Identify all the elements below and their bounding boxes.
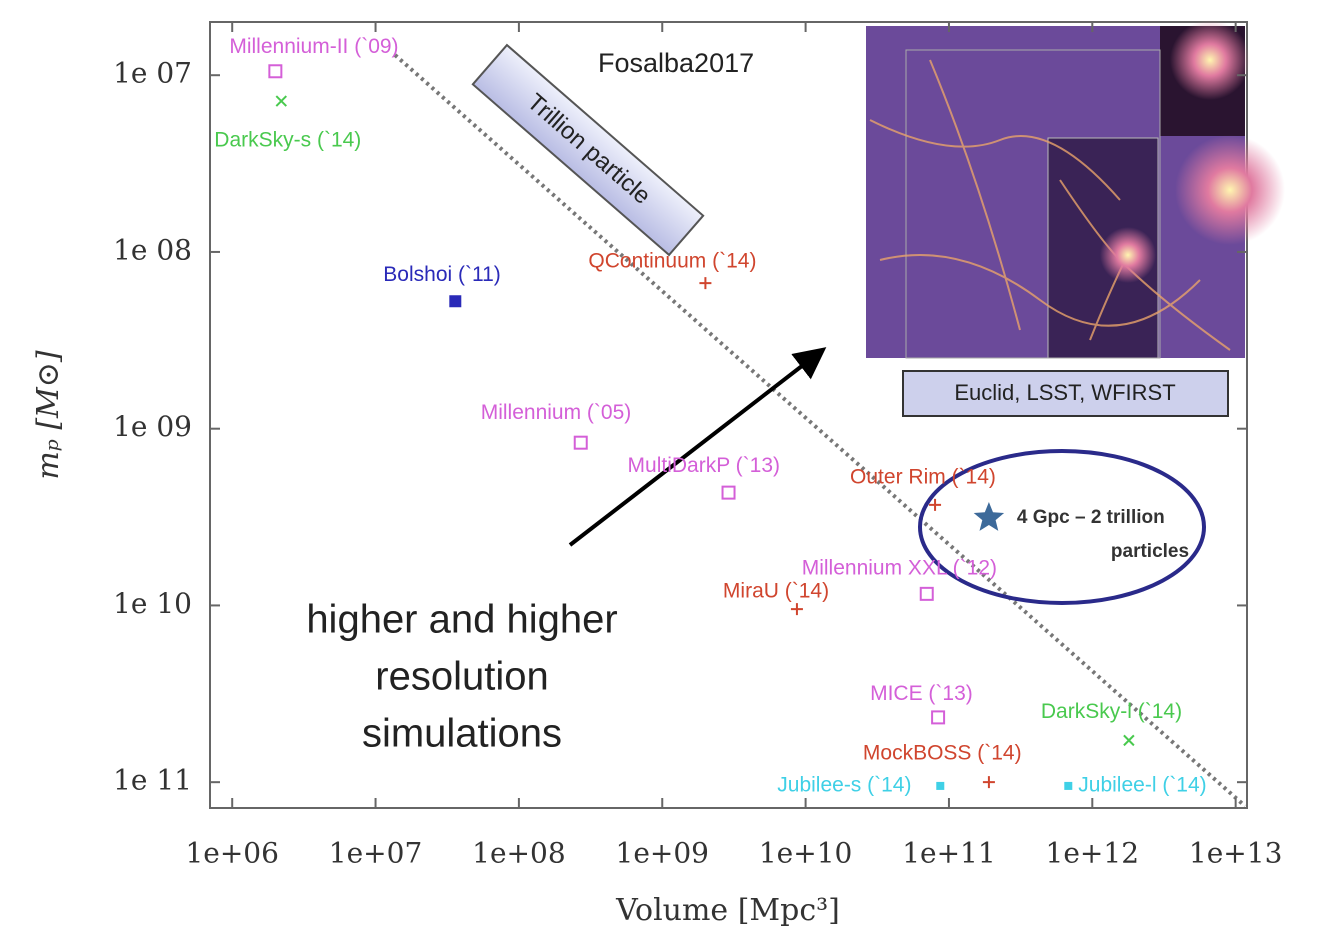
point-label: QContinuum (`14) [588,250,756,273]
x-tick-label: 1e+06 [185,837,278,870]
data-point [932,711,944,723]
data-point [1124,735,1134,745]
target-label: particles [1111,541,1189,562]
point-label: MICE (`13) [870,682,973,705]
point-label: Bolshoi (`11) [383,263,501,286]
x-axis-label: Volume [Mpc³] [615,893,840,928]
data-point [450,296,460,306]
point-label: Millennium-II (`09) [229,35,398,58]
y-axis-label: mₚ [M⊙] [31,350,66,480]
inset-image [866,20,1285,358]
x-tick-label: 1e+08 [472,837,565,870]
point-label: MiraU (`14) [723,580,829,603]
data-point [575,437,587,449]
y-tick-label: 1e 10 [113,587,192,620]
resolution-note: simulations [362,712,562,756]
data-point [723,487,735,499]
x-tick-label: 1e+12 [1046,837,1139,870]
data-point [791,603,803,615]
resolution-note: higher and higher [306,598,617,642]
chart: Trillion particle Euclid, LSST, WFIRST F… [0,0,1331,939]
x-tick-label: 1e+10 [759,837,852,870]
point-label: Millennium (`05) [481,401,632,424]
point-label: Jubilee-s (`14) [777,773,911,796]
resolution-note: resolution [375,655,548,699]
point-label: MockBOSS (`14) [863,742,1022,765]
point-label: Jubilee-l (`14) [1078,773,1206,796]
data-point [699,277,711,289]
source-label: Fosalba2017 [598,48,754,78]
point-label: DarkSky-s (`14) [214,129,361,152]
data-point [936,782,944,790]
data-point [1064,782,1072,790]
x-tick-label: 1e+09 [616,837,709,870]
surveys-label: Euclid, LSST, WFIRST [954,380,1175,405]
y-tick-label: 1e 08 [113,233,192,266]
data-point [921,588,933,600]
x-tick-label: 1e+11 [902,837,995,870]
point-label: DarkSky-l (`14) [1041,700,1182,723]
y-tick-label: 1e 09 [113,410,192,443]
arrow [570,352,820,545]
data-point [983,776,995,788]
target-label: 4 Gpc – 2 trillion [1017,507,1165,528]
point-label: MultiDarkP (`13) [628,454,780,477]
page: {"chart_data": { "type": "scatter", "xla… [0,0,1331,939]
data-point [269,65,281,77]
trillion-label: Trillion particle [522,88,656,209]
x-tick-label: 1e+13 [1189,837,1282,870]
target-star [974,502,1004,531]
y-tick-label: 1e 11 [113,764,192,797]
data-point [276,96,286,106]
x-tick-label: 1e+07 [329,837,422,870]
point-label: Millennium XXL (`12) [802,556,997,579]
point-label: Outer Rim (`14) [850,465,996,488]
y-tick-label: 1e 07 [113,57,192,90]
